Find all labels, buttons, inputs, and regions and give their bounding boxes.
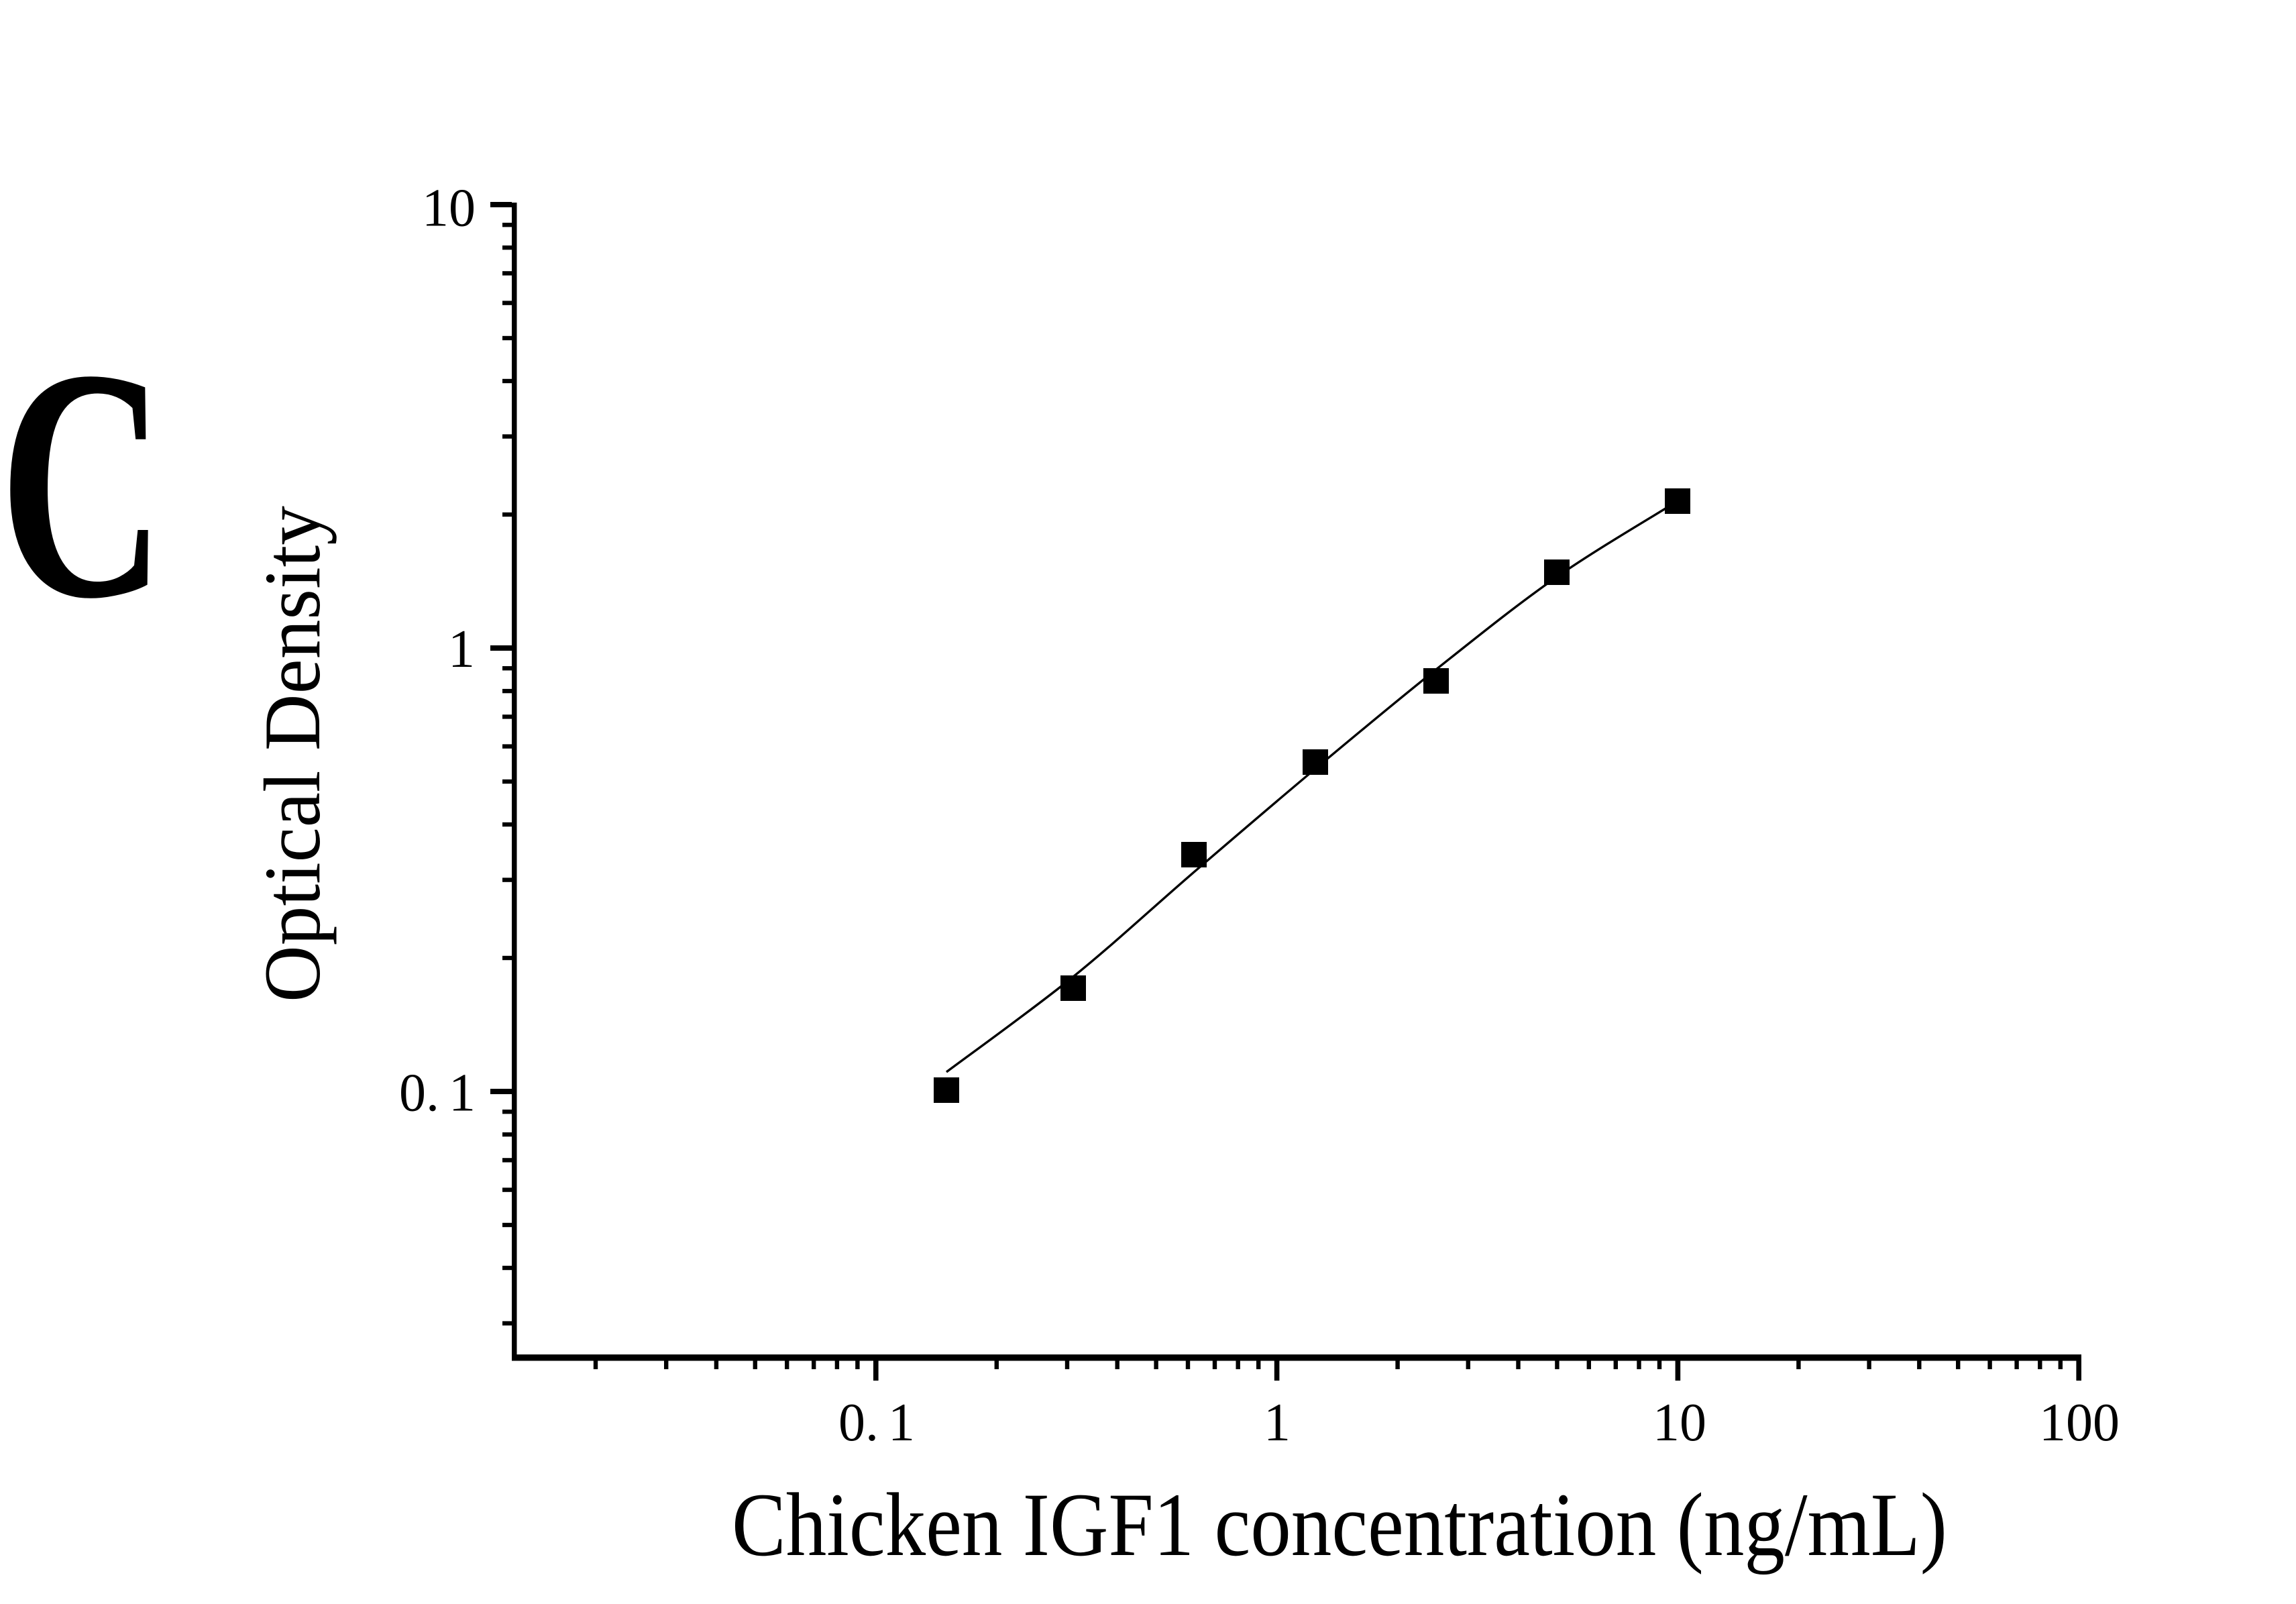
svg-text:0. 1: 0. 1 [838, 1393, 915, 1452]
svg-text:10: 10 [1653, 1393, 1706, 1452]
svg-text:1: 1 [448, 620, 475, 679]
svg-text:C: C [0, 301, 166, 667]
svg-text:Optical Density: Optical Density [248, 506, 337, 1002]
svg-text:0. 1: 0. 1 [399, 1064, 476, 1123]
svg-text:1: 1 [1264, 1393, 1291, 1452]
svg-text:100: 100 [2039, 1393, 2120, 1452]
svg-text:Chicken IGF1 concentration (ng: Chicken IGF1 concentration (ng/mL) [732, 1475, 1947, 1575]
svg-text:10: 10 [422, 179, 476, 238]
